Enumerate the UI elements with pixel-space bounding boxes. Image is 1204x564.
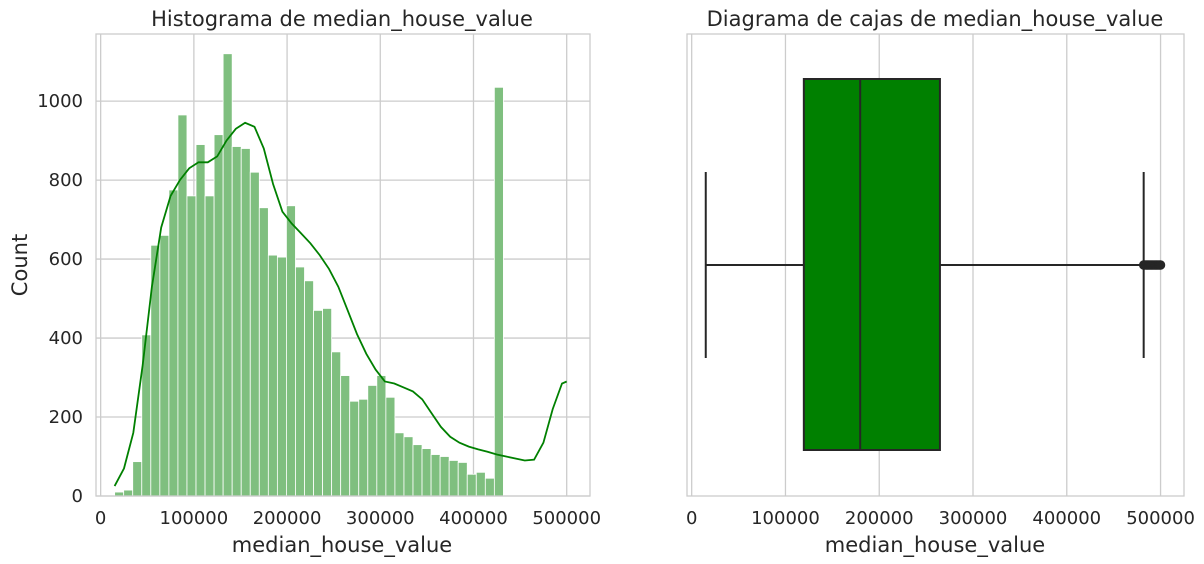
x-tick-label: 0 [95, 508, 106, 529]
histogram-bar [249, 171, 260, 497]
histogram-bars [114, 53, 504, 497]
x-tick-label: 500000 [1126, 508, 1195, 529]
histogram-bar [466, 473, 477, 497]
x-tick-label: 100000 [160, 508, 229, 529]
histogram-chart: Histograma de median_house_value 0 100000… [8, 7, 601, 558]
x-tick-label: 400000 [439, 508, 508, 529]
histogram-bar [493, 86, 504, 497]
histogram-bar [213, 134, 224, 497]
histogram-bar [376, 375, 387, 497]
histogram-bar [421, 448, 432, 497]
histogram-bar [231, 146, 242, 497]
histogram-bar [322, 308, 333, 497]
histogram-bar [358, 398, 369, 497]
histogram-bar [258, 207, 269, 497]
histogram-bar [240, 148, 251, 497]
histogram-bar [430, 454, 441, 497]
boxplot-elements [704, 78, 1166, 451]
histogram-bar [385, 396, 396, 497]
y-tick-label: 600 [49, 249, 83, 270]
histogram-y-tick-labels: 0 200 400 600 800 1000 [37, 91, 83, 507]
y-tick-label: 800 [49, 170, 83, 191]
histogram-bar [132, 461, 143, 497]
histogram-bar [367, 385, 378, 497]
histogram-x-tick-labels: 0 100000 200000 300000 400000 500000 [95, 508, 601, 529]
histogram-y-axis-label: Count [8, 234, 32, 296]
histogram-bar [412, 444, 423, 497]
outlier-point [1155, 260, 1166, 270]
histogram-bar [349, 400, 360, 497]
histogram-bar [484, 477, 495, 497]
histogram-bar [475, 471, 486, 497]
boxplot-chart: Diagrama de cajas de median_house_value … [686, 7, 1195, 558]
histogram-bar [123, 489, 134, 497]
histogram-bar [186, 195, 197, 497]
histogram-bar [195, 144, 206, 497]
histogram-bar [286, 205, 296, 497]
y-tick-label: 0 [72, 486, 83, 507]
histogram-bar [313, 310, 323, 497]
boxplot-frame [686, 33, 1185, 497]
boxplot-title: Diagrama de cajas de median_house_value [707, 7, 1164, 32]
histogram-bar [222, 53, 233, 497]
x-tick-label: 200000 [253, 508, 322, 529]
x-tick-label: 100000 [751, 508, 820, 529]
histogram-bar [394, 432, 405, 497]
y-tick-label: 400 [49, 328, 83, 349]
histogram-bar [304, 280, 314, 497]
x-tick-label: 400000 [1032, 508, 1101, 529]
x-tick-label: 0 [686, 508, 697, 529]
y-tick-label: 1000 [37, 91, 83, 112]
histogram-bar [276, 256, 287, 497]
histogram-bar [295, 266, 305, 497]
x-tick-label: 300000 [346, 508, 415, 529]
histogram-bar [168, 189, 179, 497]
boxplot-x-axis-label: median_house_value [825, 533, 1045, 558]
histogram-bar [204, 195, 215, 497]
iqr-box [802, 78, 941, 451]
boxplot-x-tick-labels: 0 100000 200000 300000 400000 500000 [686, 508, 1195, 529]
histogram-title: Histograma de median_house_value [151, 7, 533, 32]
histogram-bar [267, 254, 278, 497]
y-tick-label: 200 [49, 407, 83, 428]
kde-curve [113, 121, 568, 487]
x-tick-label: 200000 [845, 508, 914, 529]
histogram-bar [403, 436, 414, 497]
histogram-bar [159, 234, 170, 497]
x-tick-label: 300000 [939, 508, 1008, 529]
x-tick-label: 500000 [532, 508, 601, 529]
histogram-bar [439, 456, 450, 497]
histogram-frame [95, 33, 591, 497]
histogram-bar [331, 351, 342, 497]
histogram-bar [448, 460, 459, 497]
histogram-x-axis-label: median_house_value [232, 533, 452, 558]
histogram-bar [340, 375, 351, 497]
histogram-bar [457, 462, 468, 497]
